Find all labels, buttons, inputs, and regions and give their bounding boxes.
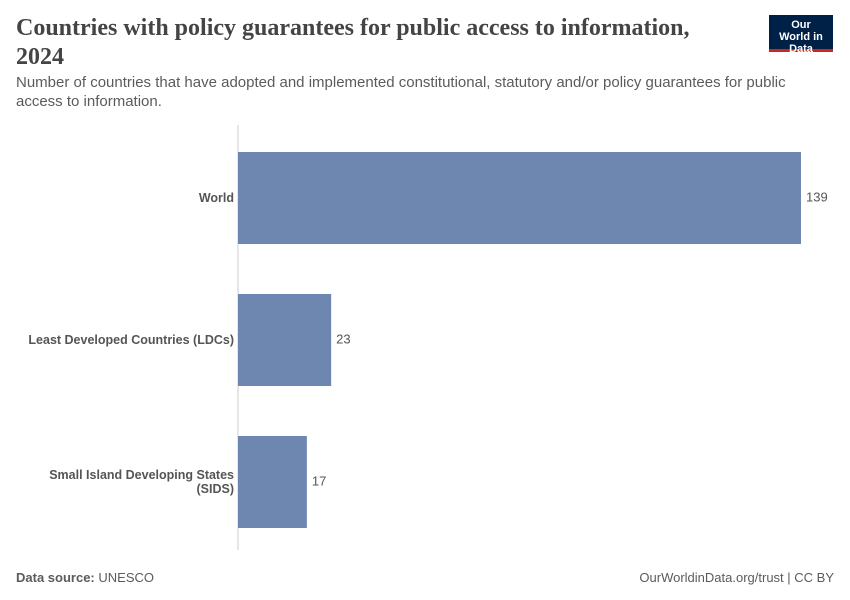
source-value: UNESCO — [98, 570, 154, 585]
chart-subtitle: Number of countries that have adopted an… — [16, 74, 786, 110]
chart-title: Countries with policy guarantees for pub… — [16, 15, 690, 70]
license[interactable]: OurWorldinData.org/trust | CC BY — [639, 570, 834, 585]
source: Data source: UNESCO — [16, 570, 154, 585]
bar — [238, 152, 801, 244]
logo[interactable]: Our World in Data — [769, 15, 833, 55]
category-label: Least Developed Countries (LDCs) — [28, 333, 234, 347]
value-label: 17 — [312, 473, 326, 488]
bar — [238, 294, 332, 386]
source-label: Data source: — [16, 570, 95, 585]
category-label: Small Island Developing States (SIDS) — [49, 468, 234, 496]
category-label: World — [198, 191, 234, 205]
value-label: 139 — [806, 189, 828, 204]
value-label: 23 — [336, 331, 350, 346]
bar — [238, 436, 307, 528]
